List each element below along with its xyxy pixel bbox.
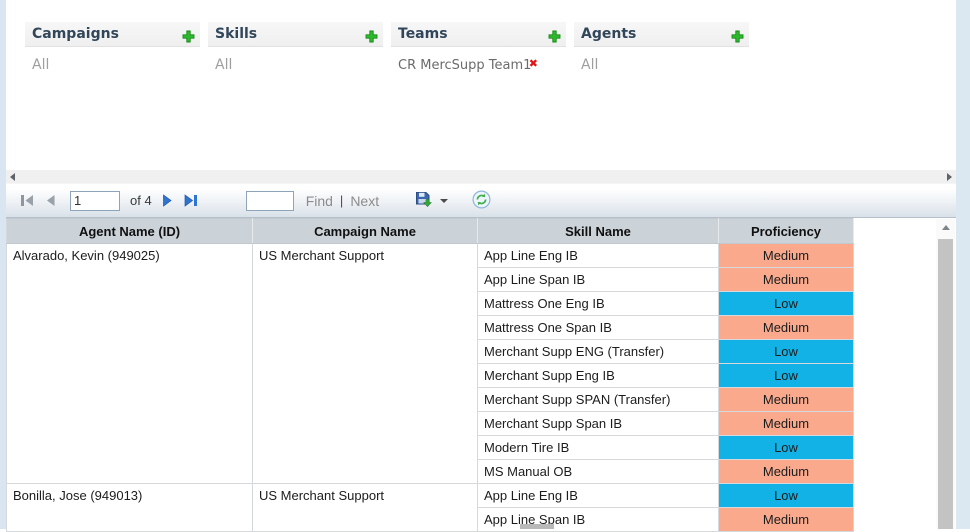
- export-button[interactable]: [415, 191, 449, 211]
- last-page-icon[interactable]: [184, 194, 198, 207]
- agents-panel-title: Agents: [581, 26, 637, 42]
- skills-filter-label: All: [215, 57, 233, 73]
- col-header-agent-name: Agent Name (ID): [6, 218, 253, 244]
- table-row: App Line Span IB Medium: [7, 267, 854, 292]
- campaigns-filter-label: All: [32, 57, 50, 73]
- agents-filter-value: All: [581, 56, 749, 73]
- proficiency-cell: Medium: [718, 315, 854, 340]
- table-row: Mattress One Span IB Medium: [7, 315, 854, 340]
- refresh-button[interactable]: [472, 190, 491, 212]
- table-row: Mattress One Eng IB Low: [7, 291, 854, 316]
- filter-panel-skills: Skills All: [208, 22, 383, 73]
- vertical-scrollbar-thumb[interactable]: [938, 239, 953, 529]
- proficiency-cell: Low: [718, 363, 854, 388]
- campaigns-panel-title: Campaigns: [32, 26, 119, 42]
- scroll-left-icon[interactable]: [10, 172, 15, 181]
- prev-page-icon[interactable]: [44, 194, 56, 207]
- scroll-right-icon[interactable]: [947, 172, 952, 181]
- page-count-label: of 4: [130, 193, 152, 208]
- skill-name-cell: Modern Tire IB: [477, 435, 719, 460]
- proficiency-cell: Low: [718, 483, 854, 508]
- skill-name-cell: Merchant Supp ENG (Transfer): [477, 339, 719, 364]
- horizontal-scrollbar-thumb[interactable]: [520, 524, 554, 529]
- teams-filter-label: CR MercSupp Team1: [398, 58, 532, 73]
- add-agent-plus-icon[interactable]: [731, 28, 744, 42]
- add-team-plus-icon[interactable]: [548, 28, 561, 42]
- report-toolbar: of 4 Find | Next: [6, 183, 956, 218]
- page-left-margin: [0, 0, 6, 529]
- teams-filter-value: CR MercSupp Team1 ✖: [398, 56, 566, 74]
- add-skill-plus-icon[interactable]: [365, 28, 378, 42]
- proficiency-cell: Low: [718, 291, 854, 316]
- agents-panel-header: Agents: [574, 22, 749, 47]
- col-header-proficiency: Proficiency: [718, 218, 854, 244]
- campaigns-panel-header: Campaigns: [25, 22, 200, 47]
- export-save-icon: [415, 191, 433, 211]
- skill-name-cell: Mattress One Eng IB: [477, 291, 719, 316]
- proficiency-cell: Medium: [718, 387, 854, 412]
- table-row: Merchant Supp Span IB Medium: [7, 411, 854, 436]
- report-area: Agent Name (ID) Campaign Name Skill Name…: [6, 218, 956, 532]
- table-row: Merchant Supp ENG (Transfer) Low: [7, 339, 854, 364]
- agent-name-cell: Alvarado, Kevin (949025): [6, 243, 253, 484]
- next-page-icon[interactable]: [162, 194, 174, 207]
- teams-panel-title: Teams: [398, 26, 448, 42]
- table-header-row: Agent Name (ID) Campaign Name Skill Name…: [6, 218, 854, 244]
- page-right-margin: [956, 0, 970, 529]
- scroll-up-icon[interactable]: [936, 219, 955, 235]
- proficiency-cell: Medium: [718, 507, 854, 532]
- skill-name-cell: App Line Eng IB: [477, 483, 719, 508]
- teams-panel-header: Teams: [391, 22, 566, 47]
- agents-filter-label: All: [581, 57, 599, 73]
- campaign-name-cell: US Merchant Support: [252, 483, 478, 532]
- table-row: Alvarado, Kevin (949025) US Merchant Supp…: [6, 243, 854, 484]
- skills-panel-title: Skills: [215, 26, 258, 42]
- skill-name-cell: App Line Eng IB: [477, 243, 719, 268]
- table-body: Alvarado, Kevin (949025) US Merchant Supp…: [6, 243, 854, 532]
- campaigns-filter-value: All: [32, 56, 200, 73]
- table-row: Modern Tire IB Low: [7, 435, 854, 460]
- table-row: MS Manual OB Medium: [7, 459, 854, 484]
- table-row: Bonilla, Jose (949013) US Merchant Suppor…: [6, 483, 854, 532]
- skill-name-cell: Merchant Supp Span IB: [477, 411, 719, 436]
- agent-name-cell: Bonilla, Jose (949013): [6, 483, 253, 532]
- report-vertical-scrollbar[interactable]: [936, 219, 955, 529]
- proficiency-cell: Low: [718, 435, 854, 460]
- filter-panel-teams: Teams CR MercSupp Team1 ✖: [391, 22, 566, 74]
- refresh-icon: [472, 190, 491, 212]
- next-link[interactable]: Next: [350, 192, 380, 209]
- skills-filter-value: All: [215, 56, 383, 73]
- col-header-campaign-name: Campaign Name: [252, 218, 478, 244]
- proficiency-cell: Medium: [718, 459, 854, 484]
- table-row: Merchant Supp SPAN (Transfer) Medium: [7, 387, 854, 412]
- remove-team-x-icon[interactable]: ✖: [528, 57, 538, 70]
- skill-name-cell: App Line Span IB: [477, 507, 719, 532]
- page-number-input[interactable]: [70, 190, 120, 211]
- table-row: Merchant Supp Eng IB Low: [7, 363, 854, 388]
- find-link[interactable]: Find: [305, 192, 333, 209]
- skill-name-cell: Merchant Supp SPAN (Transfer): [477, 387, 719, 412]
- proficiency-cell: Medium: [718, 243, 854, 268]
- proficiency-cell: Medium: [718, 267, 854, 292]
- skill-name-cell: Merchant Supp Eng IB: [477, 363, 719, 388]
- proficiency-cell: Medium: [718, 411, 854, 436]
- skills-table: Agent Name (ID) Campaign Name Skill Name…: [6, 218, 854, 532]
- first-page-icon[interactable]: [20, 194, 34, 207]
- top-horizontal-scrollbar[interactable]: [6, 170, 956, 183]
- skills-panel-header: Skills: [208, 22, 383, 47]
- proficiency-cell: Low: [718, 339, 854, 364]
- skill-name-cell: Mattress One Span IB: [477, 315, 719, 340]
- export-dropdown-caret-icon[interactable]: [440, 198, 449, 203]
- skill-name-cell: MS Manual OB: [477, 459, 719, 484]
- add-campaign-plus-icon[interactable]: [182, 28, 195, 42]
- filter-panel-agents: Agents All: [574, 22, 749, 73]
- filter-panel-campaigns: Campaigns All: [25, 22, 200, 73]
- campaign-name-cell: US Merchant Support: [252, 243, 478, 484]
- find-text-input[interactable]: [245, 190, 294, 211]
- find-next-separator: |: [339, 193, 344, 208]
- col-header-skill-name: Skill Name: [477, 218, 719, 244]
- filter-pane: Campaigns All Skills All Teams CR Mer: [6, 0, 956, 170]
- skill-name-cell: App Line Span IB: [477, 267, 719, 292]
